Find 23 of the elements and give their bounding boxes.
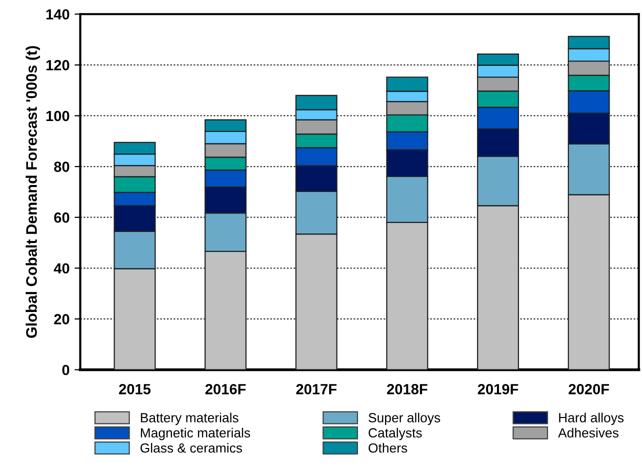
legend-label: Glass & ceramics (140, 442, 242, 453)
y-tick-label: 120 (46, 60, 70, 70)
legend-label: Super alloys (368, 412, 440, 425)
legend-label: Adhesives (558, 428, 618, 438)
y-tick-label: 60 (54, 212, 70, 223)
x-tick-label: 2018F (387, 384, 428, 394)
legend-label: Magnetic materials (140, 428, 250, 440)
x-tick-label: 2017F (296, 384, 337, 394)
x-tick-label: 2016F (205, 384, 246, 394)
x-tick-label: 2020F (568, 384, 609, 394)
y-tick-label: 40 (54, 263, 70, 274)
y-axis-title: Global Cobalt Demand Forecast '000s (t) (26, 46, 40, 338)
legend-label: Hard alloys (559, 412, 624, 425)
legend-label: Battery materials (140, 412, 238, 425)
y-tick-label: 20 (54, 314, 70, 324)
x-tick-label: 2019F (478, 384, 518, 394)
y-tick-label: 80 (54, 162, 70, 172)
y-tick-label: 100 (46, 110, 70, 122)
legend-label: Catalysts (368, 428, 422, 440)
y-tick-label: 0 (62, 364, 70, 376)
x-tick-label: 2015 (119, 384, 151, 394)
y-tick-label: 140 (46, 9, 70, 20)
legend-label: Others (368, 442, 408, 453)
